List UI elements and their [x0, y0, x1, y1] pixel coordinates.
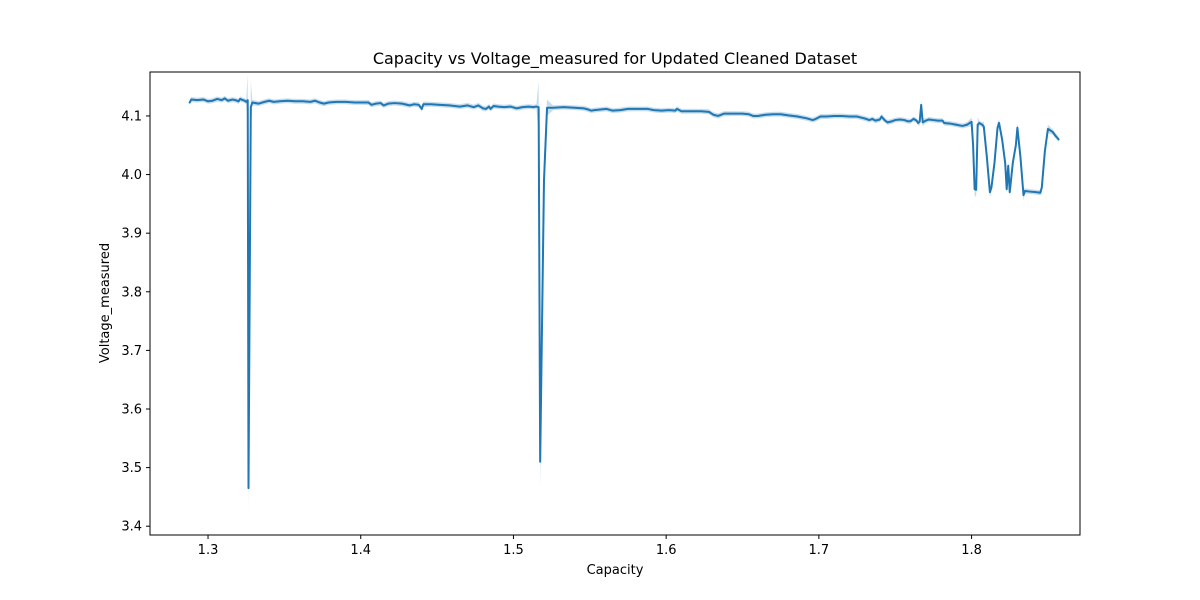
y-tick-label: 4.1 [121, 109, 142, 124]
y-tick-label: 4.0 [121, 168, 142, 183]
y-tick-label: 3.7 [121, 344, 142, 359]
plot-area-frame [149, 71, 1081, 536]
series-line-layer [188, 97, 1060, 490]
y-tick-label: 3.6 [121, 402, 142, 417]
x-axis-label: Capacity [587, 563, 644, 578]
x-tick-label: 1.3 [198, 543, 219, 558]
x-axis: 1.3 1.4 1.5 1.6 1.7 1.8 [198, 535, 982, 558]
x-tick-label: 1.4 [350, 543, 371, 558]
y-axis-label: Voltage_measured [98, 243, 113, 363]
series-line [188, 97, 1060, 490]
x-tick-label: 1.5 [503, 543, 524, 558]
x-tick-label: 1.7 [809, 543, 830, 558]
y-tick-label: 3.9 [121, 227, 142, 242]
y-tick-label: 3.4 [121, 520, 142, 535]
x-tick-label: 1.8 [961, 543, 982, 558]
y-tick-label: 3.5 [121, 461, 142, 476]
y-tick-label: 3.8 [121, 285, 142, 300]
y-axis: 3.4 3.5 3.6 3.7 3.8 3.9 4.0 4.1 [121, 109, 150, 535]
confidence-band-layer [189, 74, 1059, 514]
chart-title: Capacity vs Voltage_measured for Updated… [373, 49, 857, 69]
confidence-band [189, 74, 1059, 514]
x-tick-label: 1.6 [656, 543, 677, 558]
